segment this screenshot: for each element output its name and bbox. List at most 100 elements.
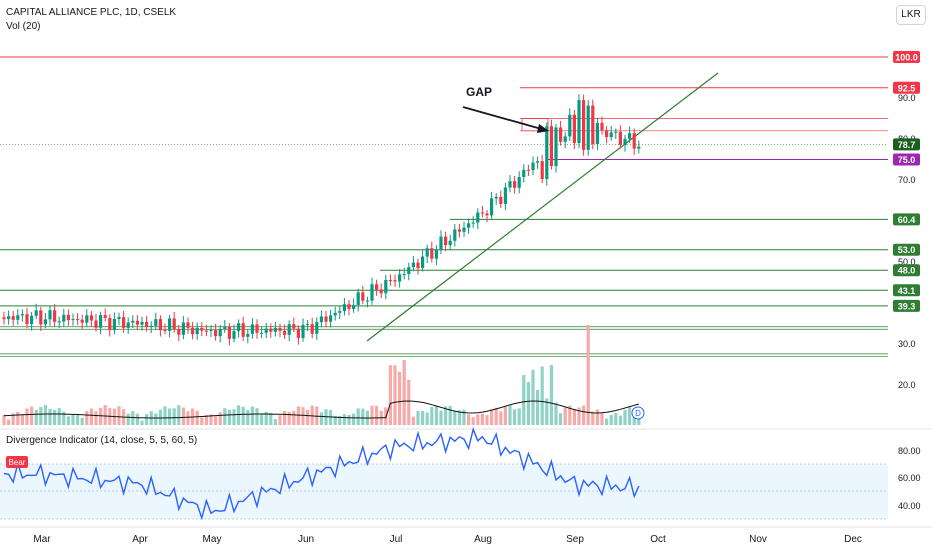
volume-bar [296,406,300,425]
candle-body [421,256,425,269]
volume-bar [494,407,498,425]
candle-body [628,133,632,139]
candle-body [80,319,84,323]
volume-bar [287,412,291,425]
volume-bar [200,417,204,425]
candle-body [494,196,498,199]
horizontal-levels [0,56,888,358]
price-tag-label: 78.7 [898,140,916,150]
price-tag-43.1 [893,284,920,297]
volume-bar [582,405,586,425]
candle-body [310,324,314,334]
volume-bar [126,413,130,425]
volume-bar [595,409,599,425]
volume-bar [43,405,47,425]
volume-bar [158,409,162,425]
time-tick-jul: Jul [390,534,403,545]
candle-body [471,222,475,224]
candle-body [637,146,641,149]
volume-bar [499,411,503,425]
volume-bar [531,369,535,425]
candle-body [131,320,135,323]
volume-bar [227,409,231,425]
candle-body [490,198,494,216]
volume-bar [591,411,595,425]
volume-ma-line [3,400,639,419]
candle-body [476,212,480,223]
volume-bar [25,408,29,425]
candle-body [218,329,222,337]
volume-bar [269,412,273,425]
indicator-tick: 60.00 [898,473,921,483]
volume-bar [503,406,507,425]
volume-bar [517,408,521,425]
candle-body [168,318,172,331]
candle-body [448,240,452,246]
candle-body [609,132,613,137]
candle-body [398,274,402,282]
candle-body [43,319,47,325]
candle-body [342,304,346,312]
price-tag-48.0 [893,264,920,277]
volume-bar [16,411,20,425]
volume-bar [329,409,333,425]
candle-body [352,304,356,309]
candle-body [388,280,392,282]
volume-bar [352,413,356,425]
candle-body [237,323,241,332]
volume-bar [255,408,259,425]
candle-body [255,324,259,333]
volume-bar [609,414,613,425]
candle-body [76,319,80,321]
volume-bar [540,366,544,425]
currency-button[interactable]: LKR [896,5,926,25]
volume-bar [103,405,107,425]
volume-bar [177,405,181,425]
candle-body [614,131,618,133]
candle-body [315,322,319,334]
candle-body [402,273,406,275]
candle-body [181,322,185,335]
volume-bar [416,411,420,425]
candle-body [536,161,540,163]
candle-body [393,280,397,282]
candle-body [191,327,195,335]
candle-body [411,262,415,268]
volume-bar [522,375,526,425]
volume-bar [195,410,199,425]
time-tick-sep: Sep [566,534,584,545]
volume-bar [393,365,397,425]
volume-bar [342,414,346,425]
candle-body [232,331,236,339]
volume-bar [168,408,172,425]
volume-bar [375,405,379,425]
candle-body [425,248,429,257]
candle-body [140,321,144,325]
dividend-marker-icon[interactable] [631,406,645,420]
volume-bar [439,410,443,425]
candle-body [283,330,287,335]
price-tag-60.4 [893,213,920,226]
volume-bar [273,419,277,425]
time-axis[interactable]: Mar Apr May Jun Jul Aug Sep Oct Nov Dec [33,534,862,545]
price-tag-label: 53.0 [898,245,916,255]
candle-body [563,136,567,142]
candle-body [618,131,622,146]
candle-body [186,322,190,328]
price-tag-label: 39.3 [898,301,916,311]
candle-body [296,328,300,339]
candle-body [559,127,563,142]
volume-bar [39,407,43,425]
candle-body [319,316,323,323]
volume-bar [260,414,264,425]
candle-body [467,223,471,228]
volume-bar [80,417,84,425]
price-tick: 20.0 [898,380,916,390]
candle-body [324,316,328,322]
volume-bar [600,413,604,425]
price-tick: 30.0 [898,339,916,349]
volume-bar [2,414,6,425]
volume-bars [2,325,641,425]
